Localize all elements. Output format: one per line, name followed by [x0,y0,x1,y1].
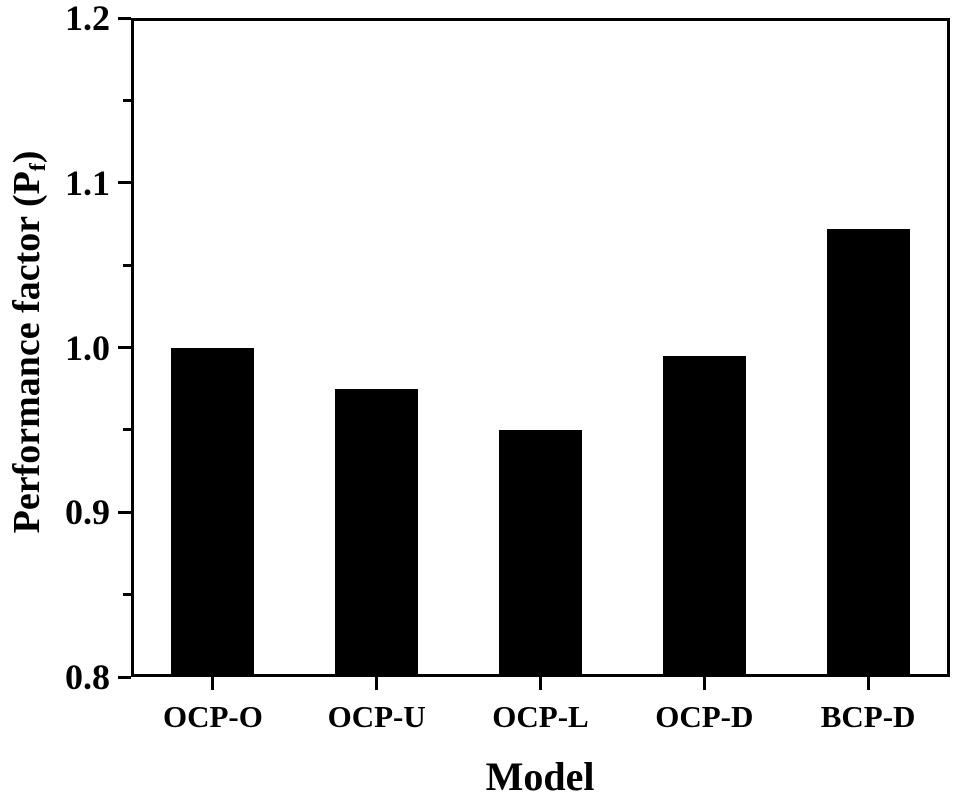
y-major-tick [118,510,131,514]
y-minor-tick [123,98,131,102]
y-axis-title-suffix: ) [6,150,48,164]
x-tick [539,677,542,690]
x-tick-label: OCP-U [327,699,426,734]
y-tick-label: 0.9 [65,492,110,533]
y-minor-tick [123,593,131,597]
bar-ocp-o [171,347,255,674]
y-minor-tick [123,263,131,267]
y-major-tick [118,16,131,20]
x-axis-title: Model [485,754,595,799]
bar-ocp-l [499,429,582,674]
bar-ocp-d [662,355,746,674]
x-tick [211,677,215,690]
x-tick [866,677,870,690]
bar-ocp-u [335,388,419,674]
y-major-tick [118,675,131,679]
x-tick-label: BCP-D [820,699,916,734]
y-major-tick [118,181,131,185]
y-tick-label: 1.2 [65,0,110,38]
y-minor-tick [123,428,131,432]
x-tick-label: OCP-L [492,699,589,734]
x-tick [702,677,706,690]
y-tick-label: 1.1 [65,162,110,203]
x-tick-label: OCP-O [162,699,263,734]
y-major-tick [118,346,131,349]
x-tick-label: OCP-D [655,699,754,734]
y-tick-label: 1.0 [65,327,110,368]
bar-bcp-d [826,228,910,674]
y-tick-label: 0.8 [65,657,110,697]
x-tick [375,677,379,690]
